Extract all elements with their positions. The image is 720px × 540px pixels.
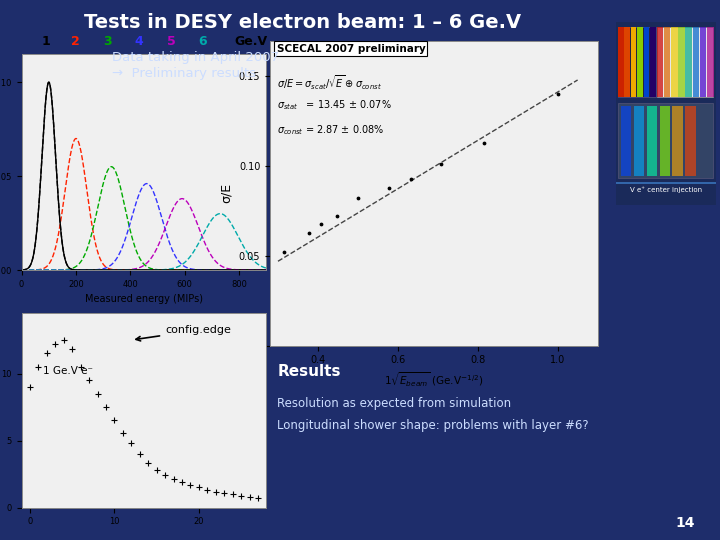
Point bbox=[151, 465, 163, 474]
Text: 1 Ge.V e⁻: 1 Ge.V e⁻ bbox=[42, 366, 93, 375]
Point bbox=[159, 471, 171, 480]
Point bbox=[193, 483, 204, 492]
Text: 5: 5 bbox=[166, 35, 175, 48]
Text: Resolution as expected from simulation: Resolution as expected from simulation bbox=[277, 397, 511, 410]
Point bbox=[478, 138, 490, 147]
Text: $\sigma_{stat}$   = 13.45 $\pm$ 0.07%: $\sigma_{stat}$ = 13.45 $\pm$ 0.07% bbox=[276, 98, 391, 112]
Y-axis label: σ/E: σ/E bbox=[220, 183, 233, 203]
Point bbox=[75, 362, 86, 371]
Point bbox=[84, 376, 95, 384]
Text: 3: 3 bbox=[103, 35, 112, 48]
Point bbox=[109, 416, 120, 425]
Point bbox=[66, 345, 78, 354]
Text: Data taking in April 2007: Data taking in April 2007 bbox=[112, 51, 279, 64]
Point bbox=[315, 219, 327, 228]
Text: →  Preliminary results: → Preliminary results bbox=[112, 68, 256, 80]
Text: SCECAL 2007 preliminary: SCECAL 2007 preliminary bbox=[276, 44, 426, 53]
Point bbox=[405, 174, 416, 183]
Point bbox=[435, 160, 446, 168]
Point bbox=[331, 212, 343, 221]
Point bbox=[117, 428, 129, 437]
Point bbox=[184, 481, 196, 489]
Point bbox=[100, 403, 112, 411]
Point bbox=[202, 486, 213, 495]
Text: Longitudinal shower shape: problems with layer #6?: Longitudinal shower shape: problems with… bbox=[277, 418, 589, 431]
Point bbox=[41, 349, 53, 357]
Point bbox=[143, 459, 154, 468]
Text: V e⁺ center injection: V e⁺ center injection bbox=[630, 186, 702, 193]
Point bbox=[235, 491, 247, 500]
Point bbox=[383, 184, 395, 192]
Point bbox=[552, 90, 564, 99]
Text: 6: 6 bbox=[199, 35, 207, 48]
Point bbox=[50, 340, 61, 348]
Point bbox=[92, 389, 104, 398]
Point bbox=[303, 228, 315, 237]
Point bbox=[134, 450, 145, 458]
Text: 2: 2 bbox=[71, 35, 80, 48]
Point bbox=[125, 439, 137, 448]
Point bbox=[24, 383, 36, 391]
X-axis label: $1\sqrt{E_{beam}}$ (Ge.V$^{-1/2}$): $1\sqrt{E_{beam}}$ (Ge.V$^{-1/2}$) bbox=[384, 371, 484, 389]
Point bbox=[168, 475, 179, 484]
Text: 4: 4 bbox=[135, 35, 143, 48]
Point bbox=[227, 490, 238, 498]
Point bbox=[58, 336, 70, 345]
Point bbox=[352, 194, 364, 202]
Text: $\sigma/E = \sigma_{scat}/\sqrt{E} \oplus \sigma_{const}$: $\sigma/E = \sigma_{scat}/\sqrt{E} \oplu… bbox=[276, 74, 382, 92]
Point bbox=[279, 248, 290, 256]
Text: $\sigma_{const}$ = 2.87 $\pm$ 0.08%: $\sigma_{const}$ = 2.87 $\pm$ 0.08% bbox=[276, 123, 384, 137]
Text: 14: 14 bbox=[675, 516, 695, 530]
Text: config.edge: config.edge bbox=[136, 325, 231, 341]
Point bbox=[218, 489, 230, 497]
Text: Ge.V: Ge.V bbox=[235, 35, 268, 48]
Text: Tests in DESY electron beam: 1 – 6 Ge.V: Tests in DESY electron beam: 1 – 6 Ge.V bbox=[84, 14, 521, 32]
Point bbox=[176, 478, 188, 487]
Point bbox=[32, 362, 44, 371]
Point bbox=[252, 493, 264, 502]
X-axis label: Measured energy (MIPs): Measured energy (MIPs) bbox=[85, 294, 203, 304]
Point bbox=[210, 487, 222, 496]
Point bbox=[244, 492, 256, 501]
Text: Results: Results bbox=[277, 364, 341, 380]
Text: 1: 1 bbox=[42, 35, 50, 48]
